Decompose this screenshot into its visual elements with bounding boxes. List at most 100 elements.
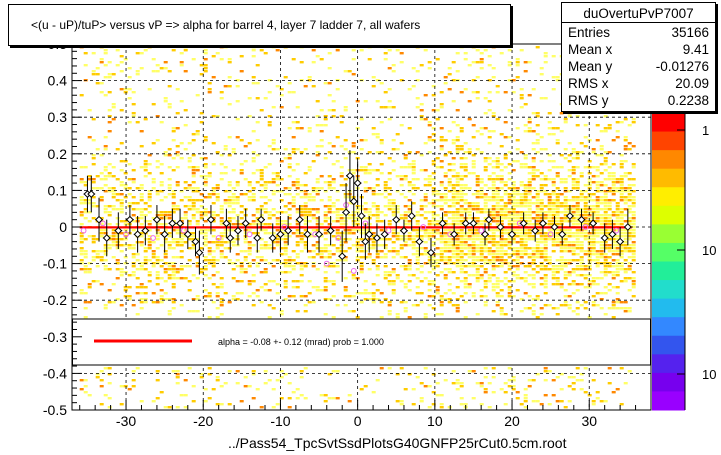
density-bin bbox=[383, 52, 388, 55]
density-bin bbox=[343, 295, 348, 298]
density-bin bbox=[607, 235, 612, 238]
density-bin bbox=[263, 232, 268, 235]
density-bin bbox=[607, 151, 612, 154]
density-bin bbox=[631, 235, 636, 238]
density-bin bbox=[547, 112, 552, 115]
density-bin bbox=[91, 256, 96, 259]
density-bin bbox=[199, 205, 204, 208]
density-bin bbox=[499, 307, 504, 310]
density-bin bbox=[419, 301, 424, 304]
density-bin bbox=[479, 259, 484, 262]
profile-point bbox=[234, 226, 242, 235]
density-bin bbox=[631, 196, 636, 199]
density-bin bbox=[507, 211, 512, 214]
density-bin bbox=[251, 196, 256, 199]
density-bin bbox=[367, 172, 372, 175]
density-bin bbox=[175, 229, 180, 232]
chart-title: <(u - uP)/tuP> versus vP => alpha for ba… bbox=[31, 18, 421, 32]
density-bin bbox=[179, 256, 184, 259]
density-bin bbox=[439, 193, 444, 196]
density-bin bbox=[375, 193, 380, 196]
density-bin bbox=[515, 127, 520, 130]
density-bin bbox=[195, 277, 200, 280]
density-bin bbox=[171, 130, 176, 133]
density-bin bbox=[315, 151, 320, 154]
density-bin bbox=[175, 184, 180, 187]
density-bin bbox=[499, 196, 504, 199]
density-bin bbox=[379, 301, 384, 304]
density-bin bbox=[323, 229, 328, 232]
density-bin bbox=[587, 208, 592, 211]
density-bin bbox=[91, 70, 96, 73]
density-bin bbox=[631, 217, 636, 220]
density-bin bbox=[103, 205, 108, 208]
density-bin bbox=[227, 241, 232, 244]
density-bin bbox=[395, 277, 400, 280]
density-bin bbox=[543, 190, 548, 193]
density-bin bbox=[375, 184, 380, 187]
density-bin bbox=[547, 211, 552, 214]
density-bin bbox=[491, 217, 496, 220]
density-bin bbox=[251, 232, 256, 235]
density-bin bbox=[603, 313, 608, 316]
density-bin bbox=[495, 283, 500, 286]
density-bin bbox=[403, 268, 408, 271]
density-bin bbox=[191, 202, 196, 205]
density-bin bbox=[515, 232, 520, 235]
density-bin bbox=[363, 100, 368, 103]
density-bin bbox=[623, 247, 628, 250]
density-bin bbox=[119, 142, 124, 145]
density-bin bbox=[187, 310, 192, 313]
density-bin bbox=[323, 238, 328, 241]
density-bin bbox=[211, 235, 216, 238]
density-bin bbox=[595, 256, 600, 259]
density-bin bbox=[223, 46, 228, 49]
density-bin bbox=[283, 241, 288, 244]
density-bin bbox=[155, 397, 160, 400]
density-bin bbox=[543, 283, 548, 286]
density-bin bbox=[471, 166, 476, 169]
density-bin bbox=[387, 271, 392, 274]
density-bin bbox=[387, 238, 392, 241]
profile-point bbox=[589, 219, 598, 228]
density-bin bbox=[351, 310, 356, 313]
density-bin bbox=[583, 199, 588, 202]
density-bin bbox=[195, 265, 200, 268]
density-bin bbox=[467, 370, 472, 373]
density-bin bbox=[523, 406, 528, 409]
density-bin bbox=[163, 256, 168, 259]
density-bin bbox=[531, 256, 536, 259]
density-bin bbox=[235, 199, 240, 202]
density-bin bbox=[611, 199, 616, 202]
density-bin bbox=[195, 166, 200, 169]
density-bin bbox=[511, 385, 516, 388]
density-bin bbox=[523, 61, 528, 64]
density-bin bbox=[555, 166, 560, 169]
density-bin bbox=[607, 307, 612, 310]
density-bin bbox=[391, 211, 396, 214]
density-bin bbox=[295, 229, 300, 232]
density-bin bbox=[591, 208, 596, 211]
density-bin bbox=[423, 193, 428, 196]
density-bin bbox=[531, 250, 536, 253]
density-bin bbox=[607, 262, 612, 265]
density-bin bbox=[143, 169, 148, 172]
density-bin bbox=[399, 265, 404, 268]
density-bin bbox=[575, 178, 580, 181]
density-bin bbox=[263, 259, 268, 262]
density-bin bbox=[563, 199, 568, 202]
density-bin bbox=[599, 271, 604, 274]
density-bin bbox=[563, 229, 568, 232]
density-bin bbox=[527, 385, 532, 388]
density-bin bbox=[383, 298, 388, 301]
density-bin bbox=[343, 250, 348, 253]
density-bin bbox=[259, 208, 264, 211]
density-bin bbox=[451, 220, 456, 223]
density-bin bbox=[303, 202, 308, 205]
density-bin bbox=[167, 178, 172, 181]
density-bin bbox=[603, 202, 608, 205]
density-bin bbox=[151, 400, 156, 403]
density-bin bbox=[555, 217, 560, 220]
density-bin bbox=[543, 367, 548, 370]
density-bin bbox=[503, 190, 508, 193]
